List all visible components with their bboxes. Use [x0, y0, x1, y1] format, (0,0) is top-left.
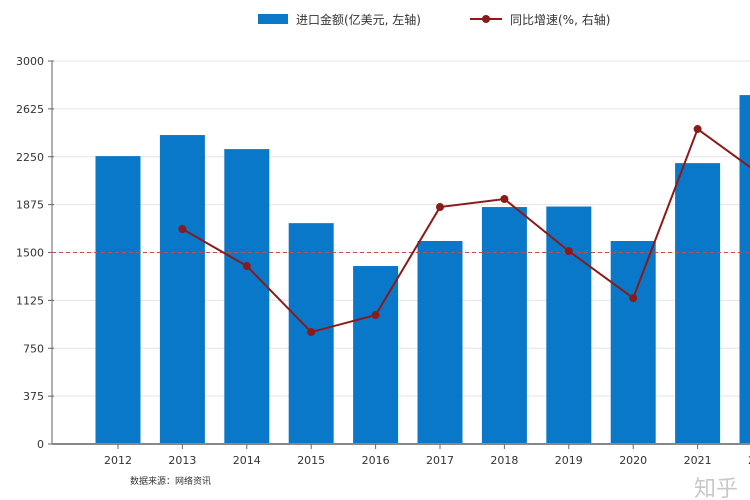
growth-line — [181, 127, 750, 334]
y-tick-label: 750 — [23, 342, 44, 355]
growth-point — [178, 225, 187, 234]
y-tick-label: 1125 — [16, 294, 44, 307]
growth-point — [693, 125, 702, 134]
x-tick-label: 2015 — [297, 454, 325, 467]
legend-label-bar: 进口金额(亿美元, 左轴) — [296, 12, 421, 27]
bar-2016 — [353, 266, 399, 444]
x-tick-label: 2021 — [684, 454, 712, 467]
y-tick-label: 1875 — [16, 199, 44, 212]
growth-point — [629, 294, 638, 303]
growth-point — [436, 203, 444, 212]
y-tick-label: 0 — [37, 438, 44, 451]
x-tick-label: 2016 — [362, 454, 390, 467]
bar-2014 — [224, 149, 270, 444]
x-tick-label: 2017 — [426, 454, 454, 467]
bar-2021 — [675, 163, 721, 444]
x-tick-label: 2019 — [555, 454, 583, 467]
x-tick-label: 2022 — [748, 454, 750, 467]
bar-2017 — [417, 241, 463, 444]
bar-2022 — [739, 95, 750, 444]
growth-point — [371, 311, 380, 320]
growth-point — [500, 195, 509, 204]
growth-point — [307, 328, 316, 337]
x-tick-label: 2018 — [490, 454, 518, 467]
bar-2012 — [95, 156, 141, 444]
growth-point — [242, 262, 251, 271]
bar-2020 — [610, 241, 656, 444]
y-tick-label: 375 — [23, 390, 44, 403]
source-note: 数据来源：网络资讯 — [130, 475, 211, 487]
bar-2013 — [159, 135, 205, 444]
y-tick-label: 2625 — [16, 103, 44, 116]
legend-label-line: 同比增速(%, 右轴) — [510, 12, 610, 27]
y-tick-label: 2250 — [16, 151, 44, 164]
bar-2019 — [546, 206, 592, 444]
y-tick-label: 3000 — [16, 55, 44, 68]
x-tick-label: 2013 — [168, 454, 196, 467]
bar-2018 — [481, 207, 527, 444]
legend-swatch-marker — [482, 15, 490, 23]
x-tick-label: 2014 — [233, 454, 261, 467]
legend-swatch-bar — [258, 14, 288, 24]
y-tick-label: 1500 — [16, 247, 44, 260]
watermark: 知乎 — [694, 477, 738, 500]
x-tick-label: 2012 — [104, 454, 132, 467]
growth-point — [564, 247, 573, 256]
x-tick-label: 2020 — [619, 454, 647, 467]
